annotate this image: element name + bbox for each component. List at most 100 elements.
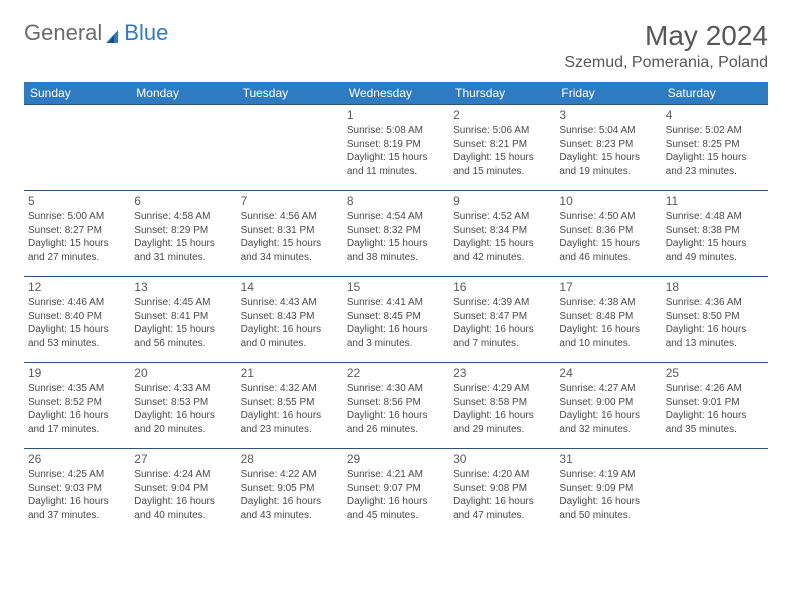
sunset-line: Sunset: 8:34 PM bbox=[453, 224, 551, 238]
day-number: 27 bbox=[134, 452, 232, 466]
sunrise-line: Sunrise: 4:30 AM bbox=[347, 382, 445, 396]
calendar-table: SundayMondayTuesdayWednesdayThursdayFrid… bbox=[24, 82, 768, 535]
sunrise-line: Sunrise: 5:08 AM bbox=[347, 124, 445, 138]
calendar-cell: 4Sunrise: 5:02 AMSunset: 8:25 PMDaylight… bbox=[662, 105, 768, 191]
daylight-line: Daylight: 16 hours and 47 minutes. bbox=[453, 495, 551, 522]
day-number: 21 bbox=[241, 366, 339, 380]
daylight-line: Daylight: 15 hours and 23 minutes. bbox=[666, 151, 764, 178]
sunrise-line: Sunrise: 4:19 AM bbox=[559, 468, 657, 482]
day-number: 26 bbox=[28, 452, 126, 466]
sunset-line: Sunset: 9:01 PM bbox=[666, 396, 764, 410]
day-number: 13 bbox=[134, 280, 232, 294]
logo-text-1: General bbox=[24, 20, 102, 46]
calendar-cell: 6Sunrise: 4:58 AMSunset: 8:29 PMDaylight… bbox=[130, 191, 236, 277]
calendar-cell: 7Sunrise: 4:56 AMSunset: 8:31 PMDaylight… bbox=[237, 191, 343, 277]
sunset-line: Sunset: 8:32 PM bbox=[347, 224, 445, 238]
sunrise-line: Sunrise: 4:32 AM bbox=[241, 382, 339, 396]
day-number: 30 bbox=[453, 452, 551, 466]
day-number: 2 bbox=[453, 108, 551, 122]
calendar-cell: 26Sunrise: 4:25 AMSunset: 9:03 PMDayligh… bbox=[24, 449, 130, 535]
calendar-row: 5Sunrise: 5:00 AMSunset: 8:27 PMDaylight… bbox=[24, 191, 768, 277]
column-header: Wednesday bbox=[343, 82, 449, 105]
calendar-cell: 1Sunrise: 5:08 AMSunset: 8:19 PMDaylight… bbox=[343, 105, 449, 191]
day-number: 24 bbox=[559, 366, 657, 380]
logo-text-2: Blue bbox=[124, 23, 168, 43]
sunset-line: Sunset: 8:23 PM bbox=[559, 138, 657, 152]
daylight-line: Daylight: 16 hours and 40 minutes. bbox=[134, 495, 232, 522]
sunrise-line: Sunrise: 5:04 AM bbox=[559, 124, 657, 138]
calendar-cell: 2Sunrise: 5:06 AMSunset: 8:21 PMDaylight… bbox=[449, 105, 555, 191]
daylight-line: Daylight: 16 hours and 50 minutes. bbox=[559, 495, 657, 522]
daylight-line: Daylight: 16 hours and 0 minutes. bbox=[241, 323, 339, 350]
sunrise-line: Sunrise: 4:36 AM bbox=[666, 296, 764, 310]
calendar-cell: 3Sunrise: 5:04 AMSunset: 8:23 PMDaylight… bbox=[555, 105, 661, 191]
sunrise-line: Sunrise: 4:24 AM bbox=[134, 468, 232, 482]
calendar-cell: 19Sunrise: 4:35 AMSunset: 8:52 PMDayligh… bbox=[24, 363, 130, 449]
calendar-cell: 20Sunrise: 4:33 AMSunset: 8:53 PMDayligh… bbox=[130, 363, 236, 449]
calendar-cell: 8Sunrise: 4:54 AMSunset: 8:32 PMDaylight… bbox=[343, 191, 449, 277]
sunset-line: Sunset: 8:56 PM bbox=[347, 396, 445, 410]
column-header: Sunday bbox=[24, 82, 130, 105]
daylight-line: Daylight: 15 hours and 19 minutes. bbox=[559, 151, 657, 178]
day-number: 16 bbox=[453, 280, 551, 294]
calendar-cell: 16Sunrise: 4:39 AMSunset: 8:47 PMDayligh… bbox=[449, 277, 555, 363]
sunset-line: Sunset: 8:31 PM bbox=[241, 224, 339, 238]
sunset-line: Sunset: 9:08 PM bbox=[453, 482, 551, 496]
daylight-line: Daylight: 15 hours and 42 minutes. bbox=[453, 237, 551, 264]
daylight-line: Daylight: 15 hours and 49 minutes. bbox=[666, 237, 764, 264]
sunset-line: Sunset: 8:40 PM bbox=[28, 310, 126, 324]
daylight-line: Daylight: 16 hours and 10 minutes. bbox=[559, 323, 657, 350]
calendar-header-row: SundayMondayTuesdayWednesdayThursdayFrid… bbox=[24, 82, 768, 105]
sunset-line: Sunset: 8:50 PM bbox=[666, 310, 764, 324]
day-number: 7 bbox=[241, 194, 339, 208]
sunset-line: Sunset: 8:27 PM bbox=[28, 224, 126, 238]
calendar-cell: 17Sunrise: 4:38 AMSunset: 8:48 PMDayligh… bbox=[555, 277, 661, 363]
calendar-cell: 25Sunrise: 4:26 AMSunset: 9:01 PMDayligh… bbox=[662, 363, 768, 449]
calendar-row: 12Sunrise: 4:46 AMSunset: 8:40 PMDayligh… bbox=[24, 277, 768, 363]
daylight-line: Daylight: 16 hours and 7 minutes. bbox=[453, 323, 551, 350]
page-header: General Blue May 2024 Szemud, Pomerania,… bbox=[24, 20, 768, 72]
daylight-line: Daylight: 15 hours and 31 minutes. bbox=[134, 237, 232, 264]
calendar-cell: 24 Sunrise: 4:27 AMSunset: 9:00 PMDayligh… bbox=[555, 363, 661, 449]
daylight-line: Daylight: 16 hours and 17 minutes. bbox=[28, 409, 126, 436]
daylight-line: Daylight: 16 hours and 26 minutes. bbox=[347, 409, 445, 436]
daylight-line: Daylight: 16 hours and 32 minutes. bbox=[559, 409, 657, 436]
column-header: Tuesday bbox=[237, 82, 343, 105]
daylight-line: Daylight: 15 hours and 53 minutes. bbox=[28, 323, 126, 350]
day-number: 1 bbox=[347, 108, 445, 122]
day-number: 25 bbox=[666, 366, 764, 380]
day-number: 6 bbox=[134, 194, 232, 208]
sunrise-line: Sunrise: 4:52 AM bbox=[453, 210, 551, 224]
sunset-line: Sunset: 8:45 PM bbox=[347, 310, 445, 324]
daylight-line: Daylight: 16 hours and 13 minutes. bbox=[666, 323, 764, 350]
day-number: 11 bbox=[666, 194, 764, 208]
sunset-line: Sunset: 9:07 PM bbox=[347, 482, 445, 496]
sunrise-line: Sunrise: 4:54 AM bbox=[347, 210, 445, 224]
day-number: 12 bbox=[28, 280, 126, 294]
sunset-line: Sunset: 8:25 PM bbox=[666, 138, 764, 152]
sunset-line: Sunset: 9:00 PM bbox=[559, 396, 657, 410]
column-header: Thursday bbox=[449, 82, 555, 105]
calendar-cell: 15Sunrise: 4:41 AMSunset: 8:45 PMDayligh… bbox=[343, 277, 449, 363]
day-number: 9 bbox=[453, 194, 551, 208]
calendar-row: 26Sunrise: 4:25 AMSunset: 9:03 PMDayligh… bbox=[24, 449, 768, 535]
sunrise-line: Sunrise: 4:33 AM bbox=[134, 382, 232, 396]
sunrise-line: Sunrise: 4:22 AM bbox=[241, 468, 339, 482]
calendar-cell-empty bbox=[130, 105, 236, 191]
sunset-line: Sunset: 8:38 PM bbox=[666, 224, 764, 238]
sunset-line: Sunset: 8:19 PM bbox=[347, 138, 445, 152]
daylight-line: Daylight: 16 hours and 29 minutes. bbox=[453, 409, 551, 436]
daylight-line: Daylight: 16 hours and 20 minutes. bbox=[134, 409, 232, 436]
sunrise-line: Sunrise: 4:27 AM bbox=[559, 382, 657, 396]
calendar-cell: 13Sunrise: 4:45 AMSunset: 8:41 PMDayligh… bbox=[130, 277, 236, 363]
sunrise-line: Sunrise: 4:58 AM bbox=[134, 210, 232, 224]
day-number: 17 bbox=[559, 280, 657, 294]
calendar-row: 1 Sunrise: 5:08 AMSunset: 8:19 PM Daylight… bbox=[24, 105, 768, 191]
calendar-cell: 21Sunrise: 4:32 AMSunset: 8:55 PMDayligh… bbox=[237, 363, 343, 449]
sunrise-line: Sunrise: 5:00 AM bbox=[28, 210, 126, 224]
sunset-line: Sunset: 8:58 PM bbox=[453, 396, 551, 410]
day-number: 29 bbox=[347, 452, 445, 466]
calendar-cell: 9 Sunrise: 4:52 AMSunset: 8:34 PMDaylight… bbox=[449, 191, 555, 277]
day-number: 28 bbox=[241, 452, 339, 466]
sunrise-line: Sunrise: 4:35 AM bbox=[28, 382, 126, 396]
